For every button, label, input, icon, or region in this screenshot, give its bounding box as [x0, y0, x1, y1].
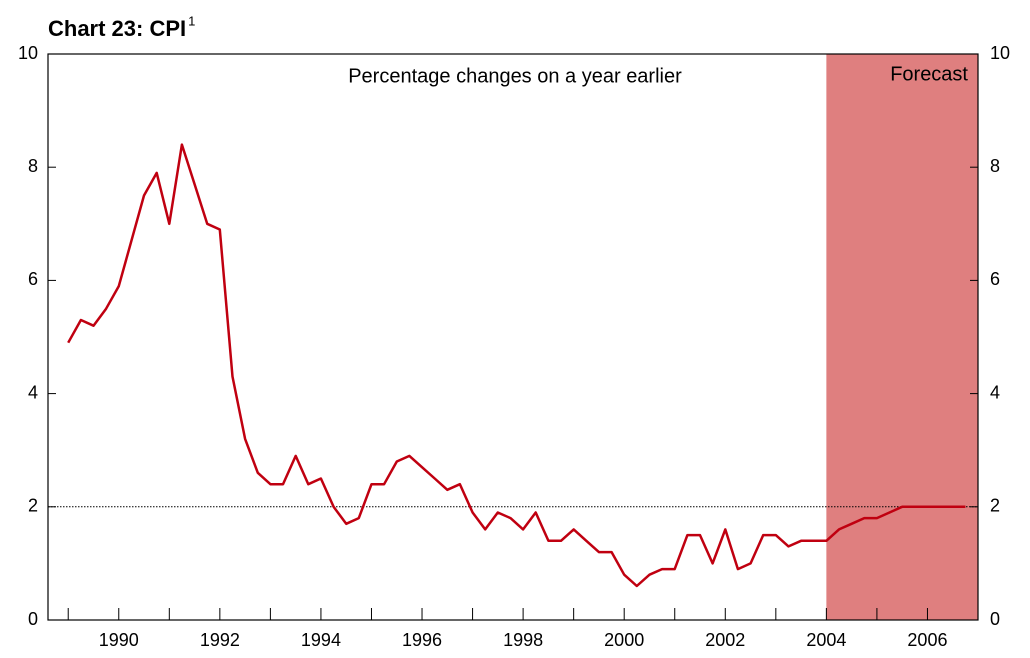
title-note: 1 [188, 13, 195, 28]
x-tick-label: 2000 [604, 630, 644, 650]
y-tick-label: 6 [28, 269, 38, 289]
forecast-region [826, 54, 978, 620]
x-tick-label: 2006 [907, 630, 947, 650]
y2-tick-label: 10 [990, 43, 1010, 63]
y2-tick-label: 4 [990, 382, 1000, 402]
y-tick-label: 10 [18, 43, 38, 63]
cpi-line [67, 143, 966, 588]
x-tick-label: 1994 [301, 630, 341, 650]
y2-tick-label: 8 [990, 156, 1000, 176]
subtitle: Percentage changes on a year earlier [348, 65, 682, 87]
x-tick-label: 1996 [402, 630, 442, 650]
forecast-label: Forecast [890, 63, 968, 85]
x-tick-label: 2002 [705, 630, 745, 650]
y2-tick-label: 0 [990, 609, 1000, 629]
y-tick-label: 8 [28, 156, 38, 176]
x-tick-label: 1990 [99, 630, 139, 650]
chart-title: Chart 23: CPI [48, 16, 186, 41]
plot-frame [47, 53, 979, 621]
x-tick-label: 2004 [806, 630, 846, 650]
y-tick-label: 4 [28, 382, 38, 402]
x-tick-label: 1992 [200, 630, 240, 650]
y2-tick-label: 6 [990, 269, 1000, 289]
x-tick-label: 1998 [503, 630, 543, 650]
y2-tick-label: 2 [990, 496, 1000, 516]
y-tick-label: 2 [28, 496, 38, 516]
y-tick-label: 0 [28, 609, 38, 629]
